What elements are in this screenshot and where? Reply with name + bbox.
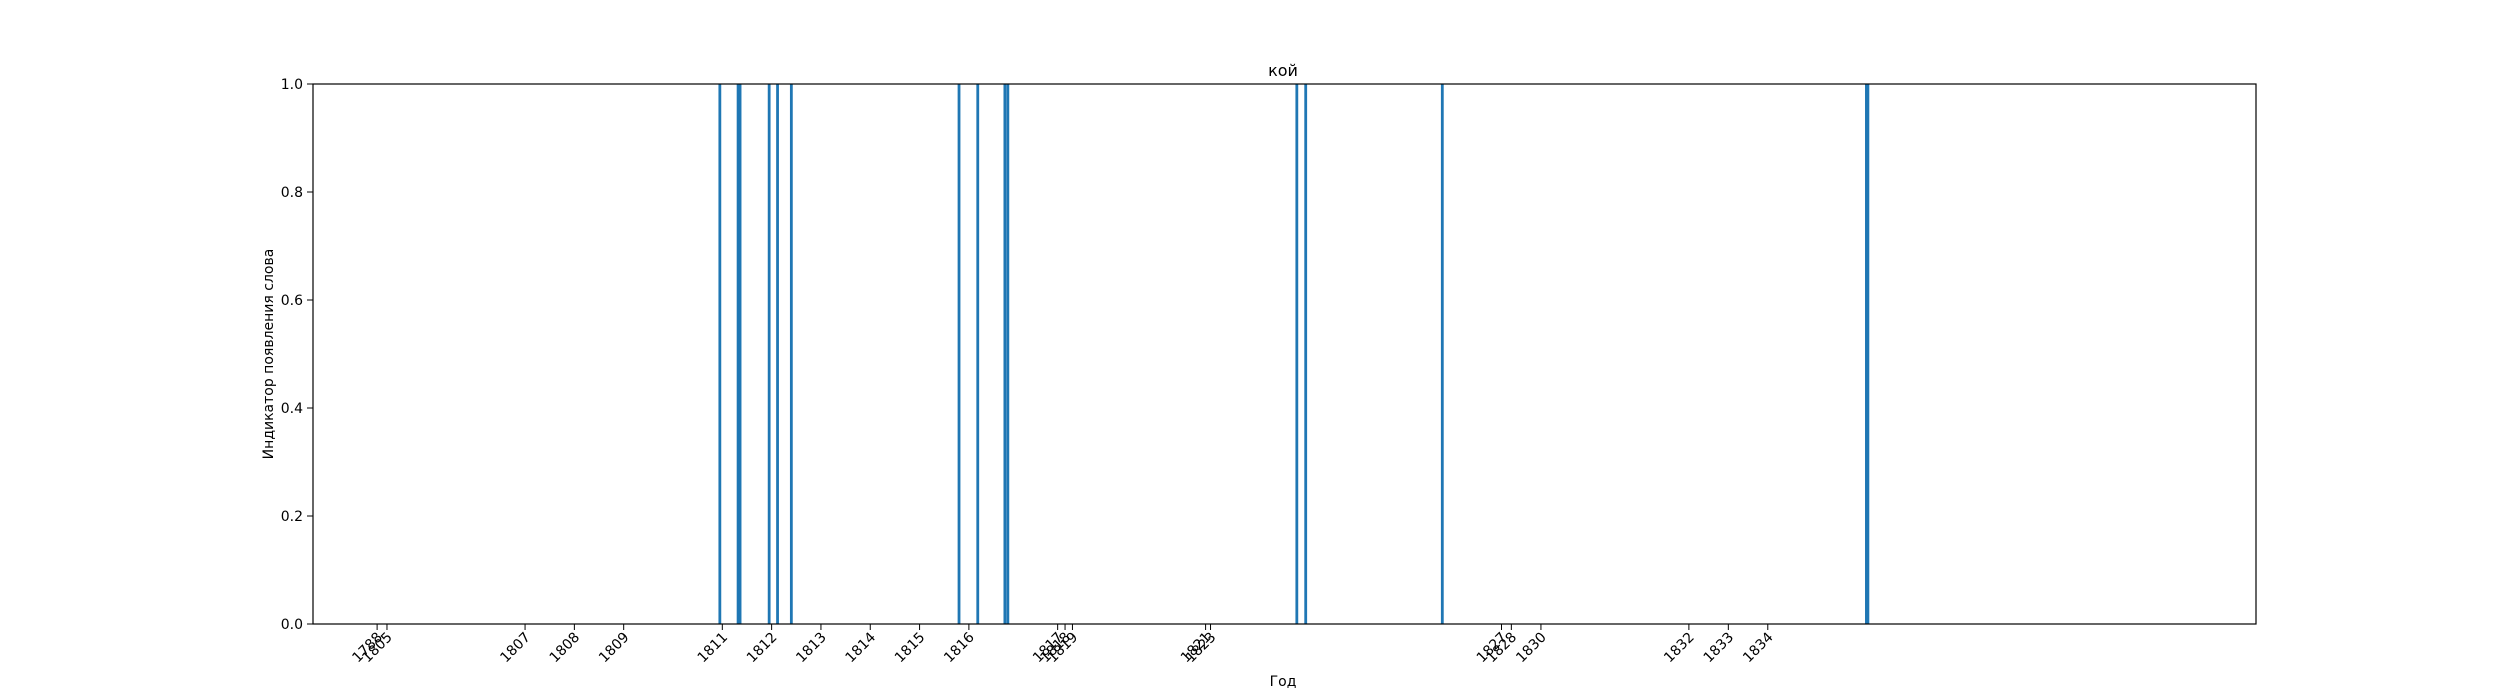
y-tick-label-0: 0.0 — [281, 617, 303, 633]
x-tick-label-8: 1814 — [843, 629, 880, 666]
bar-0-12 — [1440, 84, 1444, 624]
x-tick-label-20: 1833 — [1701, 630, 1738, 667]
y-axis: 0.0 0.2 0.4 0.6 0.8 1.0 — [281, 77, 313, 633]
y-axis-label: Индикатор появления слова — [261, 249, 277, 460]
bar-0-10 — [1295, 84, 1299, 624]
bar-0-7 — [976, 84, 980, 624]
y-tick-label-1: 0.2 — [281, 509, 303, 525]
y-tick-label-4: 0.8 — [281, 185, 303, 201]
x-axis-label: Год — [1270, 674, 1297, 690]
x-tick-label-3: 1808 — [547, 630, 584, 667]
bar-0-1 — [736, 84, 740, 624]
x-tick-label-9: 1815 — [892, 630, 929, 667]
y-tick-label-5: 1.0 — [281, 77, 303, 93]
x-tick-label-10: 1816 — [941, 629, 978, 666]
x-tick-label-6: 1812 — [744, 630, 781, 667]
x-tick-label-5: 1811 — [695, 630, 732, 667]
bar-0-8 — [1003, 84, 1007, 624]
bar-0-0 — [718, 84, 722, 624]
chart-title: кой — [1268, 61, 1298, 80]
bar-0-14 — [1866, 84, 1870, 624]
bar-0-2 — [738, 84, 742, 624]
x-tick-label-19: 1832 — [1661, 630, 1698, 667]
bar-0-9 — [1006, 84, 1010, 624]
bar-0-3 — [767, 84, 771, 624]
y-tick-label-2: 0.4 — [281, 401, 303, 417]
bar-0-13 — [1865, 84, 1868, 624]
plot-frame — [312, 83, 2257, 625]
bar-0-6 — [957, 84, 961, 624]
x-tick-label-18: 1830 — [1513, 630, 1550, 667]
x-tick-label-7: 1813 — [793, 630, 830, 667]
y-tick-label-3: 0.6 — [281, 293, 303, 309]
x-tick-label-2: 1807 — [497, 630, 534, 667]
bar-0-11 — [1304, 84, 1308, 624]
bar-0-5 — [789, 84, 793, 624]
bar-0-4 — [776, 84, 779, 624]
x-tick-label-4: 1809 — [596, 630, 633, 667]
x-tick-label-21: 1834 — [1740, 629, 1777, 666]
bars-group — [718, 84, 1870, 624]
